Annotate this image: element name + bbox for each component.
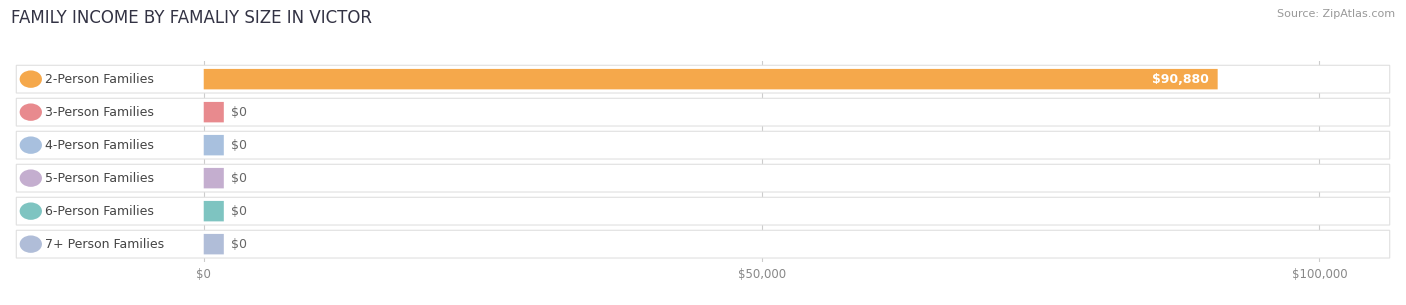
Text: $0: $0: [231, 238, 246, 251]
Text: 5-Person Families: 5-Person Families: [45, 172, 155, 185]
FancyBboxPatch shape: [204, 201, 224, 221]
Text: $0: $0: [231, 205, 246, 218]
Text: 7+ Person Families: 7+ Person Families: [45, 238, 165, 251]
Text: 6-Person Families: 6-Person Families: [45, 205, 155, 218]
FancyBboxPatch shape: [17, 230, 1389, 258]
FancyBboxPatch shape: [204, 234, 224, 254]
Ellipse shape: [20, 235, 42, 253]
FancyBboxPatch shape: [17, 164, 1389, 192]
FancyBboxPatch shape: [17, 98, 1389, 126]
FancyBboxPatch shape: [204, 168, 224, 188]
FancyBboxPatch shape: [204, 102, 224, 122]
Ellipse shape: [20, 136, 42, 154]
FancyBboxPatch shape: [17, 65, 1389, 93]
Text: Source: ZipAtlas.com: Source: ZipAtlas.com: [1277, 9, 1395, 19]
Ellipse shape: [20, 103, 42, 121]
Text: 3-Person Families: 3-Person Families: [45, 106, 155, 119]
Ellipse shape: [20, 203, 42, 220]
FancyBboxPatch shape: [17, 131, 1389, 159]
Text: $0: $0: [231, 106, 246, 119]
FancyBboxPatch shape: [204, 135, 224, 155]
Text: 4-Person Families: 4-Person Families: [45, 139, 155, 152]
Ellipse shape: [20, 170, 42, 187]
Text: $0: $0: [231, 139, 246, 152]
Text: $90,880: $90,880: [1152, 73, 1209, 86]
Text: 2-Person Families: 2-Person Families: [45, 73, 155, 86]
Text: FAMILY INCOME BY FAMALIY SIZE IN VICTOR: FAMILY INCOME BY FAMALIY SIZE IN VICTOR: [11, 9, 373, 27]
FancyBboxPatch shape: [204, 69, 1218, 89]
Ellipse shape: [20, 70, 42, 88]
FancyBboxPatch shape: [17, 197, 1389, 225]
Text: $0: $0: [231, 172, 246, 185]
